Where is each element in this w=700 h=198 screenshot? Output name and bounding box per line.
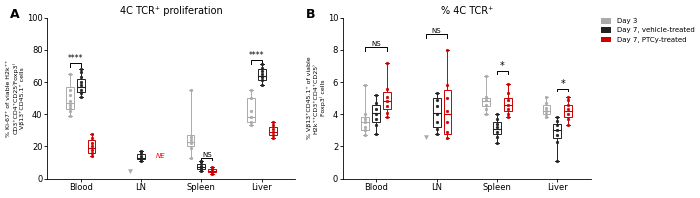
Bar [372, 105, 380, 122]
Bar [361, 117, 370, 130]
Text: A: A [10, 8, 20, 21]
Y-axis label: % Ki-67⁺ of viable H2k⁺⁺
CD3⁺CD4⁺CD25⁾Foxp3⁾
Vβ13⁺CD45.1⁺ cells: % Ki-67⁺ of viable H2k⁺⁺ CD3⁺CD4⁺CD25⁾Fo… [6, 60, 25, 137]
Bar [433, 98, 440, 127]
Bar [482, 98, 490, 106]
Bar [542, 105, 550, 114]
Bar [444, 90, 452, 133]
Bar [88, 140, 95, 153]
Title: 4C TCR⁺ proliferation: 4C TCR⁺ proliferation [120, 6, 223, 16]
Text: NS: NS [372, 41, 381, 47]
Legend: Day 3, Day 7, vehicle-treated, Day 7, PTCy-treated: Day 3, Day 7, vehicle-treated, Day 7, PT… [601, 18, 694, 43]
Text: NS: NS [432, 28, 442, 34]
Bar [137, 154, 145, 159]
Bar [197, 164, 205, 169]
Bar [564, 105, 572, 117]
Text: ****: **** [248, 50, 264, 60]
Bar [187, 135, 195, 146]
Y-axis label: % Vβ13⁺CD45.1⁺ of viable
H2k⁺⁺CD3⁺CD4⁺CD25⁾
Foxp3⁾ cells: % Vβ13⁺CD45.1⁺ of viable H2k⁺⁺CD3⁺CD4⁺CD… [307, 57, 326, 139]
Bar [554, 124, 561, 138]
Bar [247, 98, 255, 122]
Bar [66, 87, 74, 109]
Bar [77, 79, 85, 92]
Bar [209, 169, 216, 172]
Text: *: * [561, 78, 565, 89]
Bar [504, 98, 512, 111]
Bar [383, 92, 391, 109]
Title: % 4C TCR⁺: % 4C TCR⁺ [440, 6, 493, 16]
Text: B: B [306, 8, 316, 21]
Bar [258, 69, 266, 80]
Text: *: * [500, 61, 505, 71]
Bar [493, 122, 501, 133]
Text: NE: NE [156, 153, 166, 159]
Text: NS: NS [202, 152, 211, 158]
Bar [269, 127, 276, 135]
Text: ****: **** [67, 54, 83, 63]
